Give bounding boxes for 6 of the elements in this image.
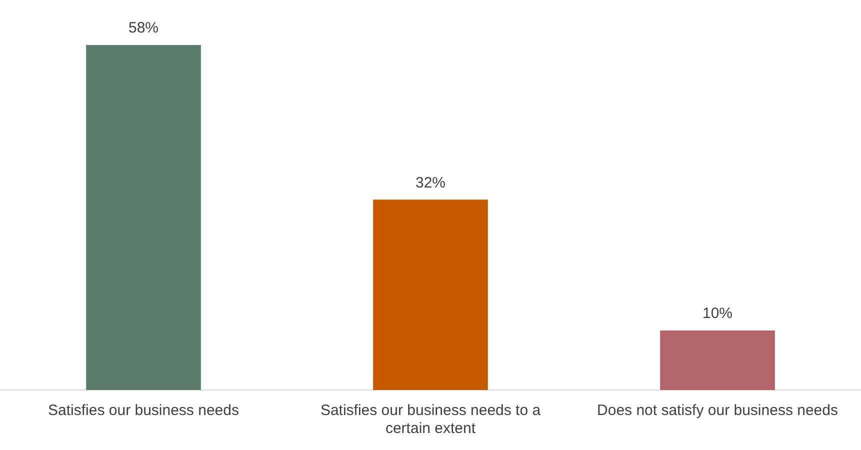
x-tick-label: Satisfies our business needs: [48, 402, 239, 420]
x-tick-label: Satisfies our business needs to a certain extent: [320, 402, 542, 438]
data-label: 58%: [128, 20, 159, 37]
data-label: 10%: [702, 305, 733, 322]
data-label: 32%: [415, 174, 446, 192]
x-tick-label: Does not satisfy our business needs: [597, 402, 838, 420]
